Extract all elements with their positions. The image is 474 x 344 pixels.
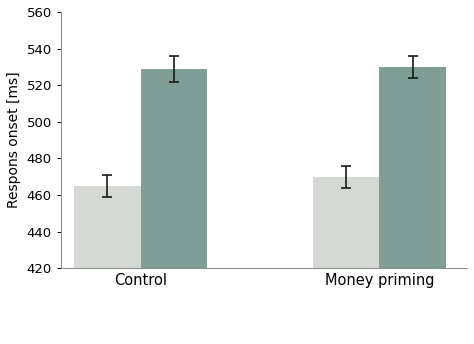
Bar — [73, 186, 140, 268]
Y-axis label: Respons onset [ms]: Respons onset [ms] — [7, 72, 21, 208]
Bar — [312, 177, 380, 268]
Bar — [140, 69, 208, 268]
Bar — [380, 67, 447, 268]
